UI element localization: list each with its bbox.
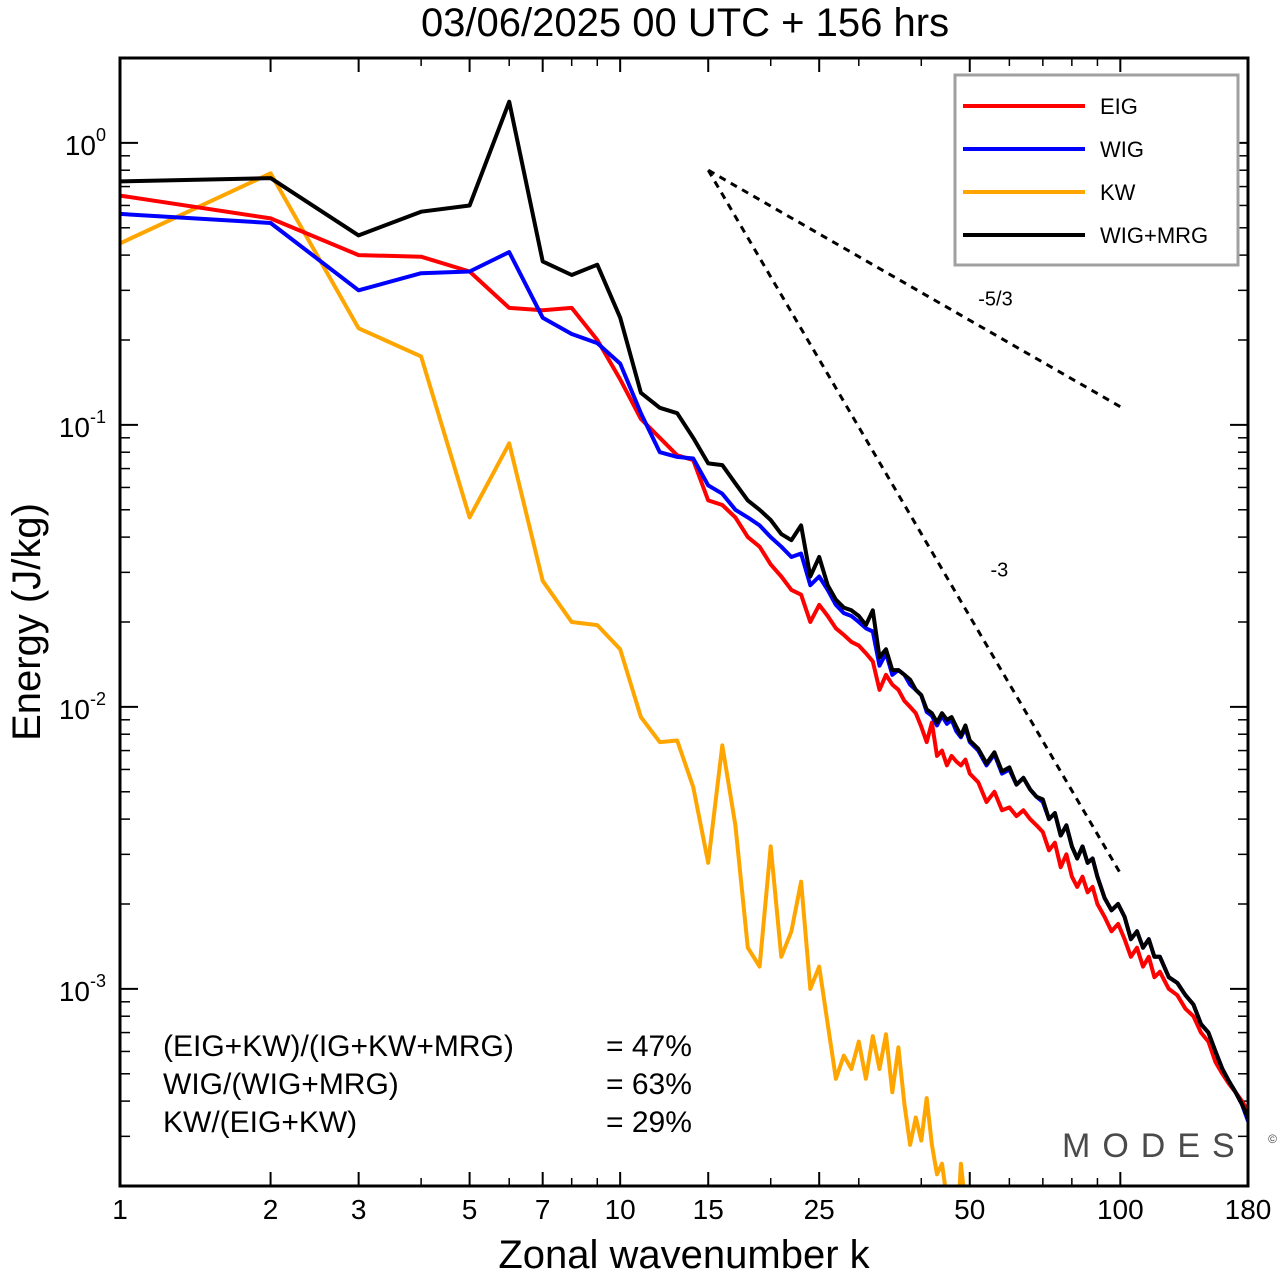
- x-tick-label: 50: [954, 1194, 985, 1225]
- x-axis-title: Zonal wavenumber k: [498, 1233, 870, 1277]
- y-tick-label: 10-2: [59, 689, 106, 725]
- y-tick-labels: 100 10-1 10-2 10-3: [59, 125, 106, 1007]
- reference-line-label: -3: [990, 559, 1008, 581]
- ratio-value: = 63%: [606, 1068, 692, 1101]
- plot-frame: [118, 56, 1250, 1188]
- series-line-eig: [120, 193, 1248, 1113]
- ratio-annotations: (EIG+KW)/(IG+KW+MRG) = 47% WIG/(WIG+MRG) = …: [163, 1030, 692, 1139]
- ratio-label: WIG/(WIG+MRG): [163, 1068, 399, 1101]
- x-tick-label: 5: [462, 1194, 478, 1225]
- y-axis-title: Energy (J/kg): [5, 503, 49, 741]
- x-tick-label: 3: [351, 1194, 367, 1225]
- legend-label: WIG: [1100, 137, 1144, 162]
- axis-ticks: [119, 57, 1249, 1187]
- ratio-label: KW/(EIG+KW): [163, 1106, 357, 1139]
- ratio-label: (EIG+KW)/(IG+KW+MRG): [163, 1030, 514, 1063]
- x-tick-labels: 1 2 3 5 7 10 15 25 50 100 180: [112, 1194, 1271, 1225]
- ratio-value: = 47%: [606, 1030, 692, 1063]
- x-tick-label: 7: [535, 1194, 551, 1225]
- reference-line-label: -5/3: [978, 289, 1012, 311]
- x-tick-label: 25: [804, 1194, 835, 1225]
- series-line-wig-mrg: [120, 99, 1248, 1120]
- ratio-value: = 29%: [606, 1106, 692, 1139]
- reference-slopes: -5/3 -3: [706, 168, 1122, 875]
- x-tick-label: 1: [112, 1194, 128, 1225]
- legend: EIG WIG KW WIG+MRG: [953, 73, 1240, 267]
- legend-label: KW: [1100, 180, 1136, 205]
- x-tick-label: 15: [693, 1194, 724, 1225]
- legend-label: WIG+MRG: [1100, 223, 1208, 248]
- legend-label: EIG: [1100, 94, 1138, 119]
- brand-name: MODES: [1062, 1127, 1247, 1165]
- series-line-wig: [120, 211, 1248, 1123]
- chart-title: 03/06/2025 00 UTC + 156 hrs: [421, 1, 949, 45]
- y-tick-label: 10-1: [59, 407, 106, 443]
- reference-line: [707, 168, 1122, 409]
- x-tick-label: 2: [263, 1194, 279, 1225]
- x-tick-label: 180: [1225, 1194, 1272, 1225]
- y-tick-label: 10-3: [59, 971, 106, 1007]
- series-lines: [120, 99, 1248, 1186]
- reference-line: [706, 169, 1122, 875]
- x-tick-label: 10: [605, 1194, 636, 1225]
- copyright-mark: ©: [1268, 1132, 1277, 1146]
- modes-brand: MODES ©: [1062, 1127, 1277, 1165]
- series-line-kw: [120, 171, 966, 1186]
- x-tick-label: 100: [1097, 1194, 1144, 1225]
- y-tick-label: 100: [65, 125, 106, 161]
